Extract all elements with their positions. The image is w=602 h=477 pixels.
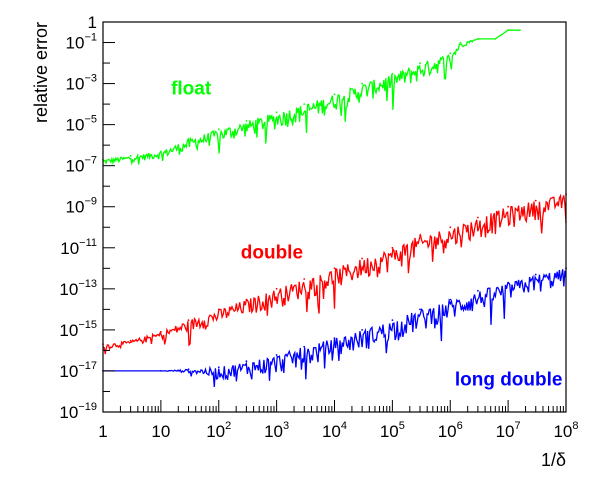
data-point [361, 82, 363, 85]
data-point [160, 150, 162, 153]
y-axis-ticks [103, 21, 115, 413]
series-trace [102, 193, 567, 355]
y-tick-label: 10−15 [59, 319, 97, 340]
data-point [361, 329, 363, 331]
data-point [361, 257, 363, 260]
x-tick-label: 103 [264, 420, 289, 441]
data-point [275, 354, 278, 356]
y-tick-label: 10−19 [59, 401, 97, 422]
data-point [275, 287, 278, 290]
y-tick-label: 10−17 [59, 360, 97, 381]
series-labels: float double long double [171, 78, 562, 390]
data-point [449, 52, 452, 55]
x-tick-label: 106 [438, 420, 463, 441]
data-point [519, 29, 521, 32]
x-tick-label: 105 [380, 420, 405, 441]
x-tick-label: 102 [206, 420, 231, 441]
series-float [102, 29, 521, 166]
data-point [275, 111, 278, 114]
y-tick-label: 10−3 [66, 73, 97, 94]
y-tick-label: 10−9 [66, 196, 97, 217]
data-point [534, 273, 537, 276]
data-point [217, 308, 220, 311]
data-point [477, 289, 479, 292]
plot-content [102, 29, 567, 387]
y-axis-title: relative error [31, 22, 51, 123]
data-point [333, 93, 336, 96]
data-point [187, 138, 190, 140]
x-axis-ticks [102, 400, 567, 412]
data-point [449, 298, 452, 301]
series-label: long double [455, 369, 563, 390]
x-tick-label: 107 [496, 420, 521, 441]
data-point [494, 38, 497, 40]
y-tick-label: 10−11 [60, 237, 97, 258]
x-axis-tick-labels: 1 10 102 103 104 105 106 107 108 [98, 420, 578, 441]
series-label: float [171, 78, 212, 99]
data-point [507, 29, 509, 32]
data-point [477, 38, 479, 40]
data-point [187, 368, 190, 371]
data-point [160, 370, 162, 372]
data-point [333, 267, 336, 270]
data-point [507, 281, 509, 284]
data-point [217, 366, 220, 369]
x-tick-label: 1 [98, 422, 107, 441]
data-point [303, 103, 306, 105]
data-point [187, 319, 190, 321]
x-tick-label: 10 [151, 422, 170, 441]
series-trace [103, 29, 520, 166]
data-point [419, 308, 421, 311]
data-point [333, 337, 336, 339]
data-point [534, 199, 537, 202]
y-tick-label: 10−13 [59, 278, 97, 299]
data-point [449, 226, 452, 229]
data-point [391, 72, 394, 75]
data-point [459, 41, 462, 44]
data-point [419, 234, 421, 237]
data-point [419, 62, 421, 64]
data-point [245, 360, 248, 363]
x-tick-label: 108 [553, 420, 578, 441]
x-tick-label: 104 [322, 420, 347, 441]
data-point [160, 331, 162, 333]
y-tick-label: 10−7 [66, 155, 97, 176]
series-label: double [241, 243, 303, 264]
data-point [245, 298, 248, 301]
x-axis-title: 1/δ [541, 450, 566, 470]
data-point [129, 339, 132, 342]
data-point [391, 246, 394, 249]
data-point [391, 319, 394, 321]
series-double [102, 193, 567, 355]
data-point [477, 216, 479, 219]
data-point [217, 128, 220, 131]
data-point [507, 205, 509, 208]
data-point [129, 155, 132, 157]
y-tick-label: 10−5 [66, 114, 97, 135]
y-tick-label: 1 [88, 13, 97, 32]
data-point [303, 345, 306, 348]
y-axis-tick-labels: 110−1 10−3 10−5 10−7 10−9 10−11 10−13 10−15 10−1… [59, 13, 97, 422]
y-tick-label: 10−1 [66, 32, 97, 53]
data-point [245, 120, 248, 122]
data-point [303, 278, 306, 280]
